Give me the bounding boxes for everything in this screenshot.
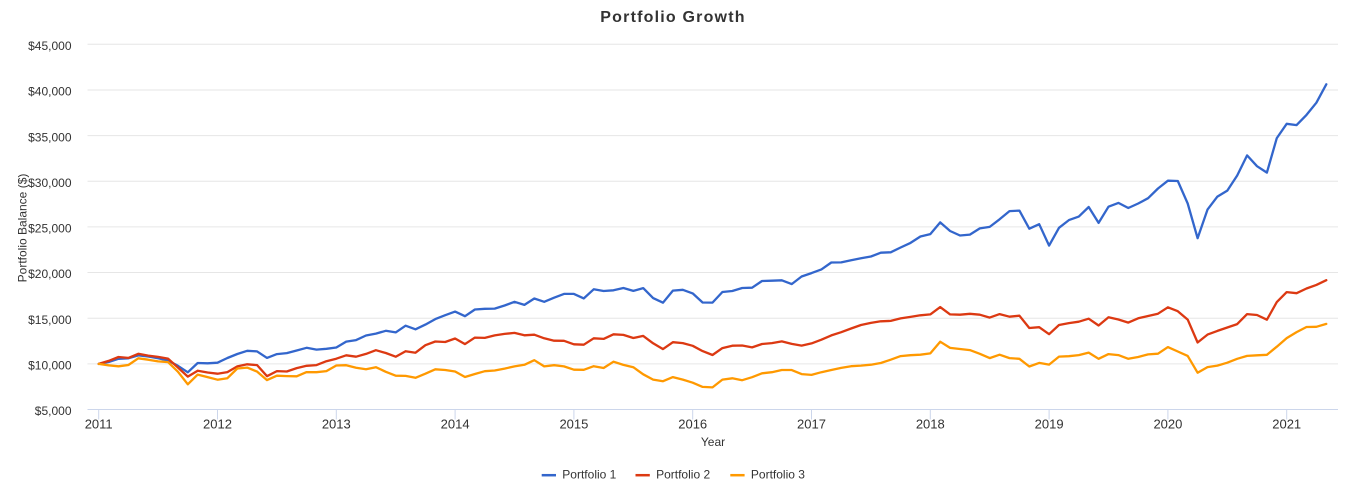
svg-text:2019: 2019 [1035, 417, 1064, 432]
svg-text:2015: 2015 [559, 417, 588, 432]
svg-text:2013: 2013 [322, 417, 351, 432]
svg-text:$20,000: $20,000 [28, 267, 72, 281]
svg-text:2018: 2018 [916, 417, 945, 432]
svg-text:2014: 2014 [441, 417, 470, 432]
svg-text:2017: 2017 [797, 417, 826, 432]
svg-text:2011: 2011 [85, 417, 113, 432]
svg-text:$10,000: $10,000 [28, 359, 72, 373]
svg-text:$15,000: $15,000 [28, 313, 72, 327]
svg-text:Portfolio 2: Portfolio 2 [656, 467, 710, 481]
svg-text:$25,000: $25,000 [28, 222, 72, 236]
svg-text:$45,000: $45,000 [28, 39, 72, 53]
svg-text:$5,000: $5,000 [35, 404, 72, 418]
svg-text:2016: 2016 [678, 417, 707, 432]
svg-text:2020: 2020 [1153, 417, 1182, 432]
svg-text:$40,000: $40,000 [28, 85, 72, 99]
svg-text:Portfolio 1: Portfolio 1 [562, 467, 616, 481]
svg-text:Year: Year [701, 435, 725, 449]
svg-text:2012: 2012 [203, 417, 232, 432]
svg-text:$35,000: $35,000 [28, 130, 72, 144]
svg-text:Portfolio Balance ($): Portfolio Balance ($) [16, 174, 30, 283]
svg-text:Portfolio Growth: Portfolio Growth [600, 9, 745, 26]
svg-text:$30,000: $30,000 [28, 176, 72, 190]
svg-text:Portfolio 3: Portfolio 3 [751, 467, 805, 481]
svg-text:2021: 2021 [1272, 417, 1301, 432]
